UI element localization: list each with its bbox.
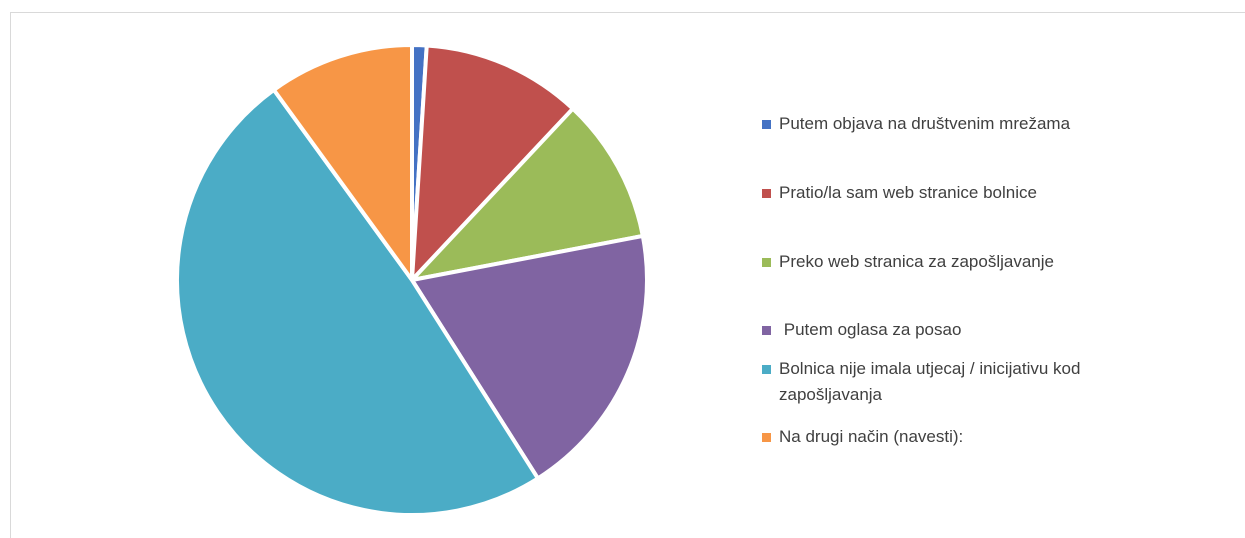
legend-swatch [762, 258, 771, 267]
legend-swatch [762, 365, 771, 374]
legend-label: Na drugi način (navesti): [779, 427, 964, 446]
legend-item: Na drugi način (navesti): [762, 424, 1182, 450]
legend-label: Putem oglasa za posao [779, 320, 962, 339]
pie-slice [410, 43, 575, 282]
chart-frame [10, 12, 1245, 538]
legend-item: Bolnica nije imala utjecaj / inicijativu… [762, 356, 1182, 408]
legend-label: Preko web stranica za zapošljavanje [779, 252, 1054, 271]
legend-swatch [762, 120, 771, 129]
legend-swatch [762, 433, 771, 442]
pie-slice [410, 106, 645, 282]
pie-slice [271, 43, 414, 282]
pie-slice [175, 87, 540, 517]
legend-swatch [762, 326, 771, 335]
legend-label: Pratio/la sam web stranice bolnice [779, 183, 1037, 202]
legend-item: Preko web stranica za zapošljavanje [762, 249, 1182, 275]
legend-label: Putem objava na društvenim mrežama [779, 114, 1071, 133]
legend-item: Putem oglasa za posao [762, 317, 1182, 343]
pie-slice [410, 233, 649, 481]
legend-swatch [762, 189, 771, 198]
legend-item: Pratio/la sam web stranice bolnice [762, 180, 1182, 206]
legend-item: Putem objava na društvenim mrežama [762, 111, 1182, 137]
legend-label: Bolnica nije imala utjecaj / inicijativu… [779, 359, 1086, 404]
